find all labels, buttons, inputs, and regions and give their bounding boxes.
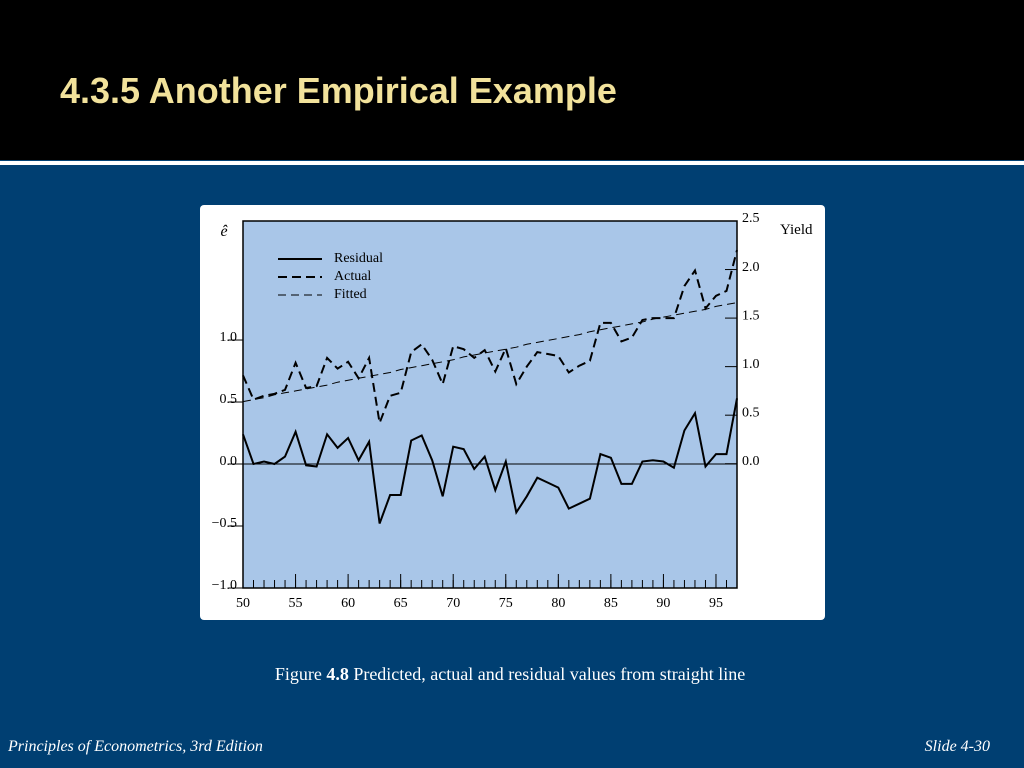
y-tick-label: −0.5 <box>212 516 237 531</box>
legend-label: Fitted <box>334 287 367 302</box>
footer-left: Principles of Econometrics, 3rd Edition <box>7 738 263 755</box>
y-tick-label: 1.0 <box>220 330 238 345</box>
x-tick-label: 75 <box>499 596 513 611</box>
x-tick-label: 70 <box>446 596 460 611</box>
y2-tick-label: 1.5 <box>742 308 760 323</box>
y-tick-label: 0.0 <box>220 454 238 469</box>
y2-tick-label: 2.5 <box>742 211 760 226</box>
legend-label: Residual <box>334 251 383 266</box>
x-tick-label: 60 <box>341 596 355 611</box>
header-band <box>0 0 1024 160</box>
plot-area <box>242 220 738 589</box>
x-tick-label: 95 <box>709 596 723 611</box>
y-tick-label: 0.5 <box>220 392 238 407</box>
slide-title: 4.3.5 Another Empirical Example <box>60 70 617 111</box>
y2-tick-label: 0.0 <box>742 454 760 469</box>
y-tick-label: −1.0 <box>212 578 237 593</box>
x-tick-label: 65 <box>394 596 408 611</box>
series-line <box>242 249 738 427</box>
y2-tick-label: 0.5 <box>742 405 760 420</box>
y2-tick-label: 2.0 <box>742 260 760 275</box>
x-tick-label: 50 <box>236 596 250 611</box>
y2-tick-label: 1.0 <box>742 357 760 372</box>
y2-axis-label: Yield <box>780 222 813 238</box>
x-tick-label: 90 <box>656 596 670 611</box>
caption: Figure 4.8 Predicted, actual and residua… <box>275 664 745 684</box>
caption-prefix: Figure <box>275 664 322 684</box>
caption-text: Predicted, actual and residual values fr… <box>353 664 745 684</box>
footer-right: Slide 4-30 <box>925 738 990 755</box>
header-rule <box>0 161 1024 165</box>
series-line <box>242 302 738 403</box>
x-tick-label: 55 <box>289 596 303 611</box>
legend-label: Actual <box>334 269 371 284</box>
caption-number: 4.8 <box>326 664 349 684</box>
series-line <box>242 398 738 524</box>
x-tick-label: 80 <box>551 596 565 611</box>
y-axis-label: ê <box>220 223 228 240</box>
x-tick-label: 85 <box>604 596 618 611</box>
